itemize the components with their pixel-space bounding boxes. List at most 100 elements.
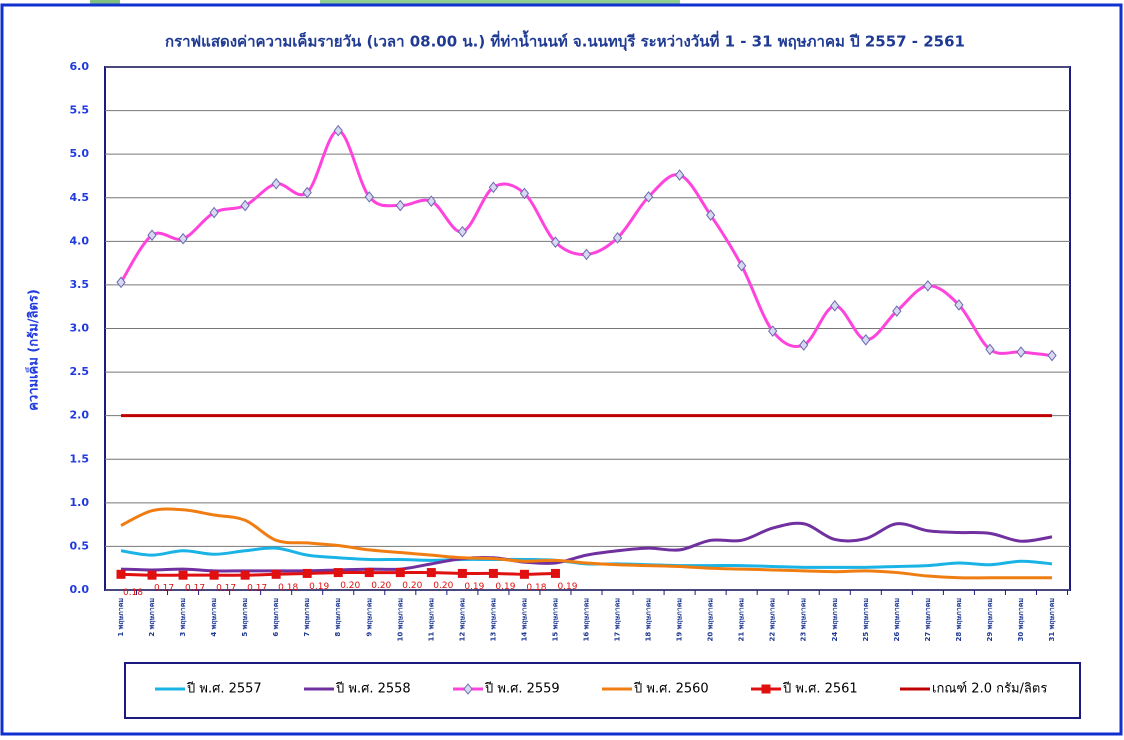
y-tick-label: 1.0 xyxy=(70,496,90,509)
x-tick-label: 26 พฤษภาคม xyxy=(893,598,901,642)
data-label: 0.17 xyxy=(247,584,267,594)
chart-title: กราฟแสดงค่าความเค็มรายวัน (เวลา 08.00 น.… xyxy=(165,30,965,52)
marker xyxy=(954,299,964,311)
data-label: 0.17 xyxy=(216,584,236,594)
marker xyxy=(333,568,343,578)
x-tick-label: 23 พฤษภาคม xyxy=(800,598,808,642)
x-tick-label: 6 พฤษภาคม xyxy=(272,598,280,637)
x-tick-label: 27 พฤษภาคม xyxy=(924,598,932,642)
x-tick-label: 16 พฤษภาคม xyxy=(583,598,591,642)
x-tick-label: 24 พฤษภาคม xyxy=(831,598,839,642)
series-line xyxy=(120,507,1052,580)
marker xyxy=(302,568,312,578)
data-label: 0.17 xyxy=(154,584,174,594)
y-tick-label: 1.5 xyxy=(70,452,90,465)
marker xyxy=(488,181,499,194)
x-tick-label: 8 พฤษภาคม xyxy=(334,598,342,637)
toolbar-edge xyxy=(320,0,680,5)
data-label: 0.19 xyxy=(464,582,484,592)
marker xyxy=(892,305,902,317)
marker xyxy=(147,570,157,580)
marker xyxy=(581,248,592,261)
legend-label: เกณฑ์ 2.0 กรัม/ลิตร xyxy=(932,681,1047,697)
marker xyxy=(799,339,809,351)
marker xyxy=(519,569,529,579)
marker xyxy=(364,191,374,203)
marker xyxy=(705,209,716,221)
x-tick-label: 10 พฤษภาคม xyxy=(396,598,404,642)
data-label: 0.19 xyxy=(557,582,577,592)
legend-label: ปี พ.ศ. 2561 xyxy=(782,681,858,697)
marker xyxy=(178,232,188,245)
marker xyxy=(550,236,561,249)
y-tick-label: 4.5 xyxy=(70,191,90,204)
data-label: 0.17 xyxy=(185,584,205,594)
x-tick-label: 13 พฤษภาคม xyxy=(489,598,497,642)
marker xyxy=(550,568,560,578)
marker xyxy=(240,570,250,580)
y-tick-label: 2.5 xyxy=(70,365,90,378)
y-axis-label: ความเค็ม (กรัม/ลิตร) xyxy=(24,289,42,411)
marker xyxy=(209,206,219,219)
x-tick-label: 12 พฤษภาคม xyxy=(458,598,466,642)
marker xyxy=(364,568,374,578)
x-tick-label: 2 พฤษภาคม xyxy=(148,598,156,637)
x-tick-label: 29 พฤษภาคม xyxy=(986,598,994,642)
marker xyxy=(209,570,219,580)
data-label: 0.20 xyxy=(371,581,391,591)
x-tick-label: 18 พฤษภาคม xyxy=(645,598,653,642)
marker xyxy=(612,232,623,244)
y-tick-label: 2.0 xyxy=(70,409,90,422)
marker xyxy=(674,169,685,181)
marker xyxy=(1016,346,1026,358)
marker xyxy=(737,259,747,272)
x-tick-label: 25 พฤษภาคม xyxy=(862,598,870,642)
marker xyxy=(768,325,778,337)
legend-label: ปี พ.ศ. 2557 xyxy=(186,681,262,697)
marker xyxy=(271,178,281,190)
marker xyxy=(985,343,995,356)
data-label: 0.20 xyxy=(340,581,360,591)
marker xyxy=(240,199,250,212)
x-tick-label: 19 พฤษภาคม xyxy=(676,598,684,642)
data-label: 0.19 xyxy=(309,582,329,592)
y-tick-label: 5.5 xyxy=(70,104,90,117)
marker xyxy=(830,300,840,312)
y-tick-label: 0.0 xyxy=(70,583,90,596)
marker xyxy=(1047,349,1057,362)
x-tick-label: 9 พฤษภาคม xyxy=(365,598,373,637)
marker xyxy=(116,276,126,289)
marker xyxy=(147,229,157,242)
legend-label: ปี พ.ศ. 2558 xyxy=(335,681,411,697)
y-tick-label: 0.5 xyxy=(70,539,90,552)
marker xyxy=(457,568,467,578)
legend-label: ปี พ.ศ. 2560 xyxy=(633,681,709,697)
x-tick-label: 14 พฤษภาคม xyxy=(520,598,528,642)
marker xyxy=(861,334,871,346)
marker xyxy=(333,124,343,137)
marker xyxy=(457,225,468,238)
x-tick-label: 7 พฤษภาคม xyxy=(303,598,311,637)
y-tick-label: 6.0 xyxy=(70,60,90,73)
x-tick-label: 3 พฤษภาคม xyxy=(179,598,187,637)
data-label: 0.20 xyxy=(402,581,422,591)
x-tick-label: 15 พฤษภาคม xyxy=(551,598,559,642)
legend-label: ปี พ.ศ. 2559 xyxy=(484,681,560,697)
x-tick-label: 28 พฤษภาคม xyxy=(955,598,963,642)
marker xyxy=(463,683,473,695)
marker xyxy=(923,279,933,292)
data-label: 0.18 xyxy=(526,583,546,593)
x-tick-label: 17 พฤษภาคม xyxy=(614,598,622,642)
y-tick-label: 3.0 xyxy=(70,322,90,335)
marker xyxy=(426,195,436,208)
x-tick-label: 30 พฤษภาคม xyxy=(1017,598,1025,642)
data-label: 0.18 xyxy=(278,583,298,593)
marker xyxy=(395,199,405,212)
y-tick-label: 4.0 xyxy=(70,234,90,247)
x-tick-label: 22 พฤษภาคม xyxy=(769,598,777,642)
x-tick-label: 11 พฤษภาคม xyxy=(427,598,435,642)
y-tick-label: 5.0 xyxy=(70,147,90,160)
marker xyxy=(761,684,771,694)
